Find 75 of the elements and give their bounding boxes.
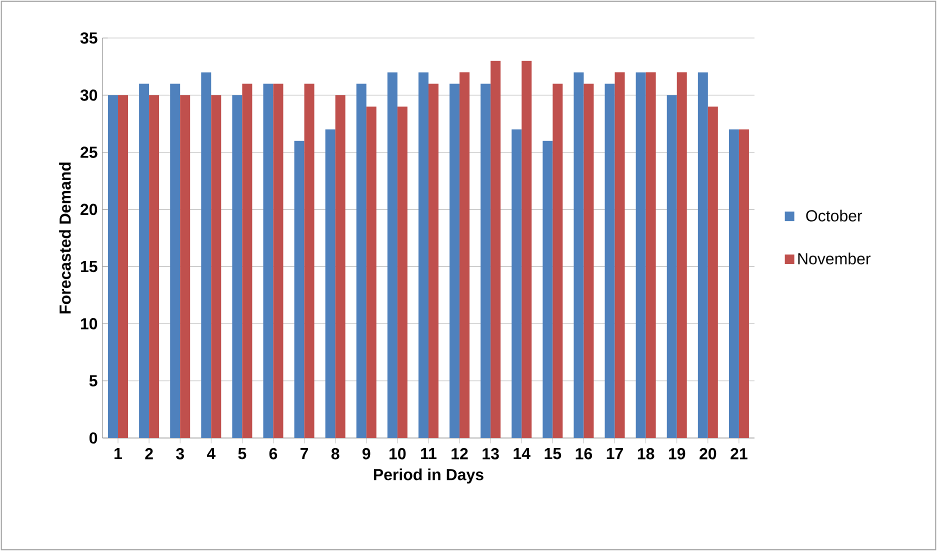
bar (149, 95, 160, 438)
bar (738, 129, 749, 438)
bar (232, 95, 242, 438)
bar (273, 84, 284, 438)
x-tick-label: 7 (300, 448, 308, 460)
bar (522, 60, 532, 438)
bar (263, 84, 274, 438)
y-tick-label: 35 (80, 32, 98, 44)
bar (552, 84, 563, 438)
bar (335, 95, 346, 438)
bar (387, 72, 398, 438)
y-tick-label: 0 (90, 432, 98, 444)
bar (397, 106, 408, 438)
bar (201, 72, 212, 438)
bar (614, 72, 625, 438)
bar (490, 60, 501, 438)
x-tick-label: 11 (421, 448, 436, 460)
bar (180, 95, 190, 438)
y-tick-label: 30 (80, 89, 98, 101)
bar (108, 95, 118, 438)
x-tick-label: 12 (452, 448, 468, 460)
legend-label: October (806, 210, 862, 222)
bar (304, 84, 314, 438)
bar (139, 84, 150, 438)
bar (242, 84, 252, 438)
x-tick-label: 16 (576, 448, 592, 460)
bar (294, 140, 304, 438)
bar (584, 84, 594, 438)
bar (604, 84, 615, 438)
bar (325, 129, 336, 438)
y-tick-label: 15 (80, 261, 98, 272)
x-tick-label: 17 (606, 448, 623, 460)
legend-label: November (798, 252, 870, 264)
y-tick-label: 10 (80, 318, 98, 330)
bar (428, 84, 438, 438)
y-tick-label: 5 (89, 375, 98, 386)
x-tick-label: 18 (638, 448, 654, 460)
y-tick-label: 25 (80, 146, 98, 158)
x-tick-label: 2 (145, 448, 153, 460)
bar (728, 129, 739, 438)
x-tick-label: 4 (206, 448, 216, 460)
bar (118, 95, 128, 438)
bar (542, 140, 553, 438)
x-tick-label: 15 (544, 448, 562, 460)
bar (450, 84, 460, 438)
x-tick-label: 3 (176, 448, 184, 460)
x-tick-label: 10 (390, 448, 406, 460)
x-tick-label: 19 (668, 448, 686, 460)
x-tick-label: 5 (238, 448, 246, 460)
x-tick-label: 13 (482, 448, 499, 460)
bar (574, 72, 584, 438)
x-tick-label: 14 (514, 448, 530, 460)
bar (460, 72, 470, 438)
x-axis-title: Period in Days (374, 468, 484, 484)
bar (356, 84, 366, 438)
bar (676, 72, 687, 438)
bar (698, 72, 708, 438)
x-tick-label: 6 (269, 448, 278, 460)
x-tick-label: 1 (114, 448, 122, 460)
bar (170, 84, 180, 438)
bar (480, 84, 491, 438)
bar (366, 106, 376, 438)
x-tick-label: 9 (362, 448, 370, 460)
x-tick-label: 21 (730, 448, 748, 460)
bar (512, 129, 522, 438)
bar (636, 72, 646, 438)
x-tick-label: 8 (331, 448, 340, 460)
bar (666, 95, 677, 438)
bar (708, 106, 718, 438)
y-axis-title: Forecasted Demand (59, 162, 71, 314)
bar (418, 72, 428, 438)
x-tick-label: 20 (700, 448, 716, 460)
bar (211, 95, 222, 438)
y-tick-label: 20 (80, 204, 98, 216)
bar (646, 72, 656, 438)
